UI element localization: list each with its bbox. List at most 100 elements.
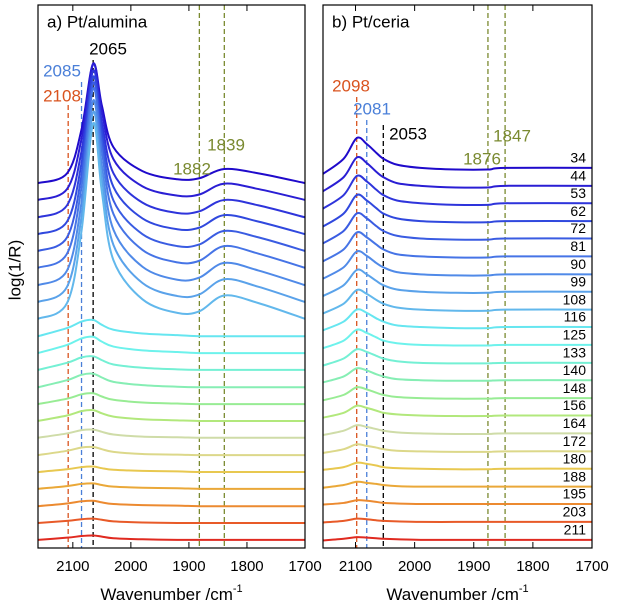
marker-label: 2053 (389, 124, 427, 143)
spectrum-line (38, 62, 305, 185)
series-label: 203 (563, 504, 587, 520)
spectrum-line (323, 367, 592, 384)
x-tick-label: 2000 (398, 558, 431, 575)
spectrum-line (38, 482, 305, 490)
spectrum-line (38, 445, 305, 457)
marker-label: 2098 (332, 76, 370, 95)
marker-label: 2108 (43, 86, 81, 105)
series-label: 81 (570, 238, 586, 254)
series-label: 34 (570, 150, 586, 166)
series-label: 172 (563, 433, 587, 449)
panel-title: b) Pt/ceria (332, 12, 410, 31)
spectrum-line (323, 480, 592, 489)
spectrum-line (323, 136, 592, 175)
series-label: 53 (570, 185, 586, 201)
spectrum-line (38, 517, 305, 525)
spectrum-line (323, 536, 592, 542)
spectrum-line (323, 174, 592, 210)
spectrum-line (38, 99, 305, 287)
spectrum-line (38, 355, 305, 371)
spectrum-line (323, 308, 592, 332)
plot-area (323, 5, 592, 548)
spectrum-line (323, 386, 592, 402)
marker-label: 1847 (493, 126, 531, 145)
spectrum-line (323, 156, 592, 193)
x-axis-title: Wavenumber /cm-1 (386, 583, 528, 605)
marker-label: 1882 (173, 159, 211, 178)
spectrum-line (38, 122, 305, 320)
plot-frame (322, 4, 593, 549)
spectrum-line (38, 428, 305, 439)
spectrum-line (323, 348, 592, 367)
spectrum-line (323, 250, 592, 280)
marker-label: 2065 (89, 39, 127, 58)
marker-label: 1876 (463, 149, 501, 168)
x-axis-title-text: Wavenumber /cm (100, 585, 233, 604)
spectrum-line (323, 517, 592, 524)
series-label: 99 (570, 273, 586, 289)
spectrum-line (38, 69, 305, 219)
series-label: 164 (563, 415, 587, 431)
panel-title: a) Pt/alumina (47, 12, 148, 31)
series-label: 90 (570, 256, 586, 272)
spectrum-line (323, 424, 592, 437)
spectrum-line (323, 443, 592, 454)
x-tick-label: 1700 (288, 558, 321, 575)
spectrum-line (38, 499, 305, 508)
marker-label: 2085 (43, 61, 81, 80)
x-tick-label: 1700 (575, 558, 608, 575)
spectrum-line (38, 534, 305, 541)
spectrum-line (38, 75, 305, 236)
series-label: 116 (564, 309, 587, 325)
plot-area (38, 5, 305, 548)
series-label: 148 (563, 380, 587, 396)
spectrum-line (323, 404, 592, 419)
series-label: 156 (563, 397, 587, 413)
x-tick-label: 2100 (56, 558, 89, 575)
x-tick-label: 2000 (114, 558, 147, 575)
series-label: 188 (563, 468, 587, 484)
series-label: 108 (563, 291, 587, 307)
x-tick-label: 1900 (172, 558, 205, 575)
spectrum-line (323, 499, 592, 506)
spectrum-line (38, 110, 305, 303)
series-label: 195 (563, 486, 587, 502)
y-axis-title: log(1/R) (5, 240, 24, 300)
series-label: 125 (563, 327, 587, 343)
spectrum-line (323, 328, 592, 350)
spectrum-line (38, 318, 305, 338)
spectrum-line (323, 212, 592, 245)
spectrum-line (323, 461, 592, 471)
spectrum-line (323, 193, 592, 228)
x-tick-label: 1900 (457, 558, 490, 575)
spectrum-line (38, 81, 305, 252)
spectrum-line (323, 288, 592, 315)
spectrum-line (323, 268, 592, 297)
plot-frame (37, 4, 306, 549)
x-tick-label: 2100 (339, 558, 372, 575)
series-label: 211 (564, 522, 587, 538)
x-axis-title-text: Wavenumber /cm (386, 585, 519, 604)
spectrum-line (323, 231, 592, 263)
spectrum-line (38, 87, 305, 269)
series-label: 44 (570, 168, 586, 184)
series-label: 140 (563, 362, 587, 378)
series-label: 62 (570, 203, 586, 219)
x-tick-label: 1800 (516, 558, 549, 575)
x-axis-title-sup: -1 (519, 583, 529, 595)
spectrum-line (38, 408, 305, 422)
series-label: 72 (570, 220, 586, 236)
series-label: 133 (563, 345, 587, 361)
marker-label: 1839 (207, 135, 245, 154)
spectrum-line (38, 465, 305, 474)
x-axis-title: Wavenumber /cm-1 (100, 583, 242, 605)
spectrum-line (38, 392, 305, 406)
x-axis-title-sup: -1 (233, 583, 243, 595)
marker-label: 2081 (353, 99, 391, 118)
spectrum-line (38, 63, 305, 201)
spectrum-line (38, 335, 305, 355)
spectrum-line (38, 372, 305, 389)
x-tick-label: 1800 (230, 558, 263, 575)
